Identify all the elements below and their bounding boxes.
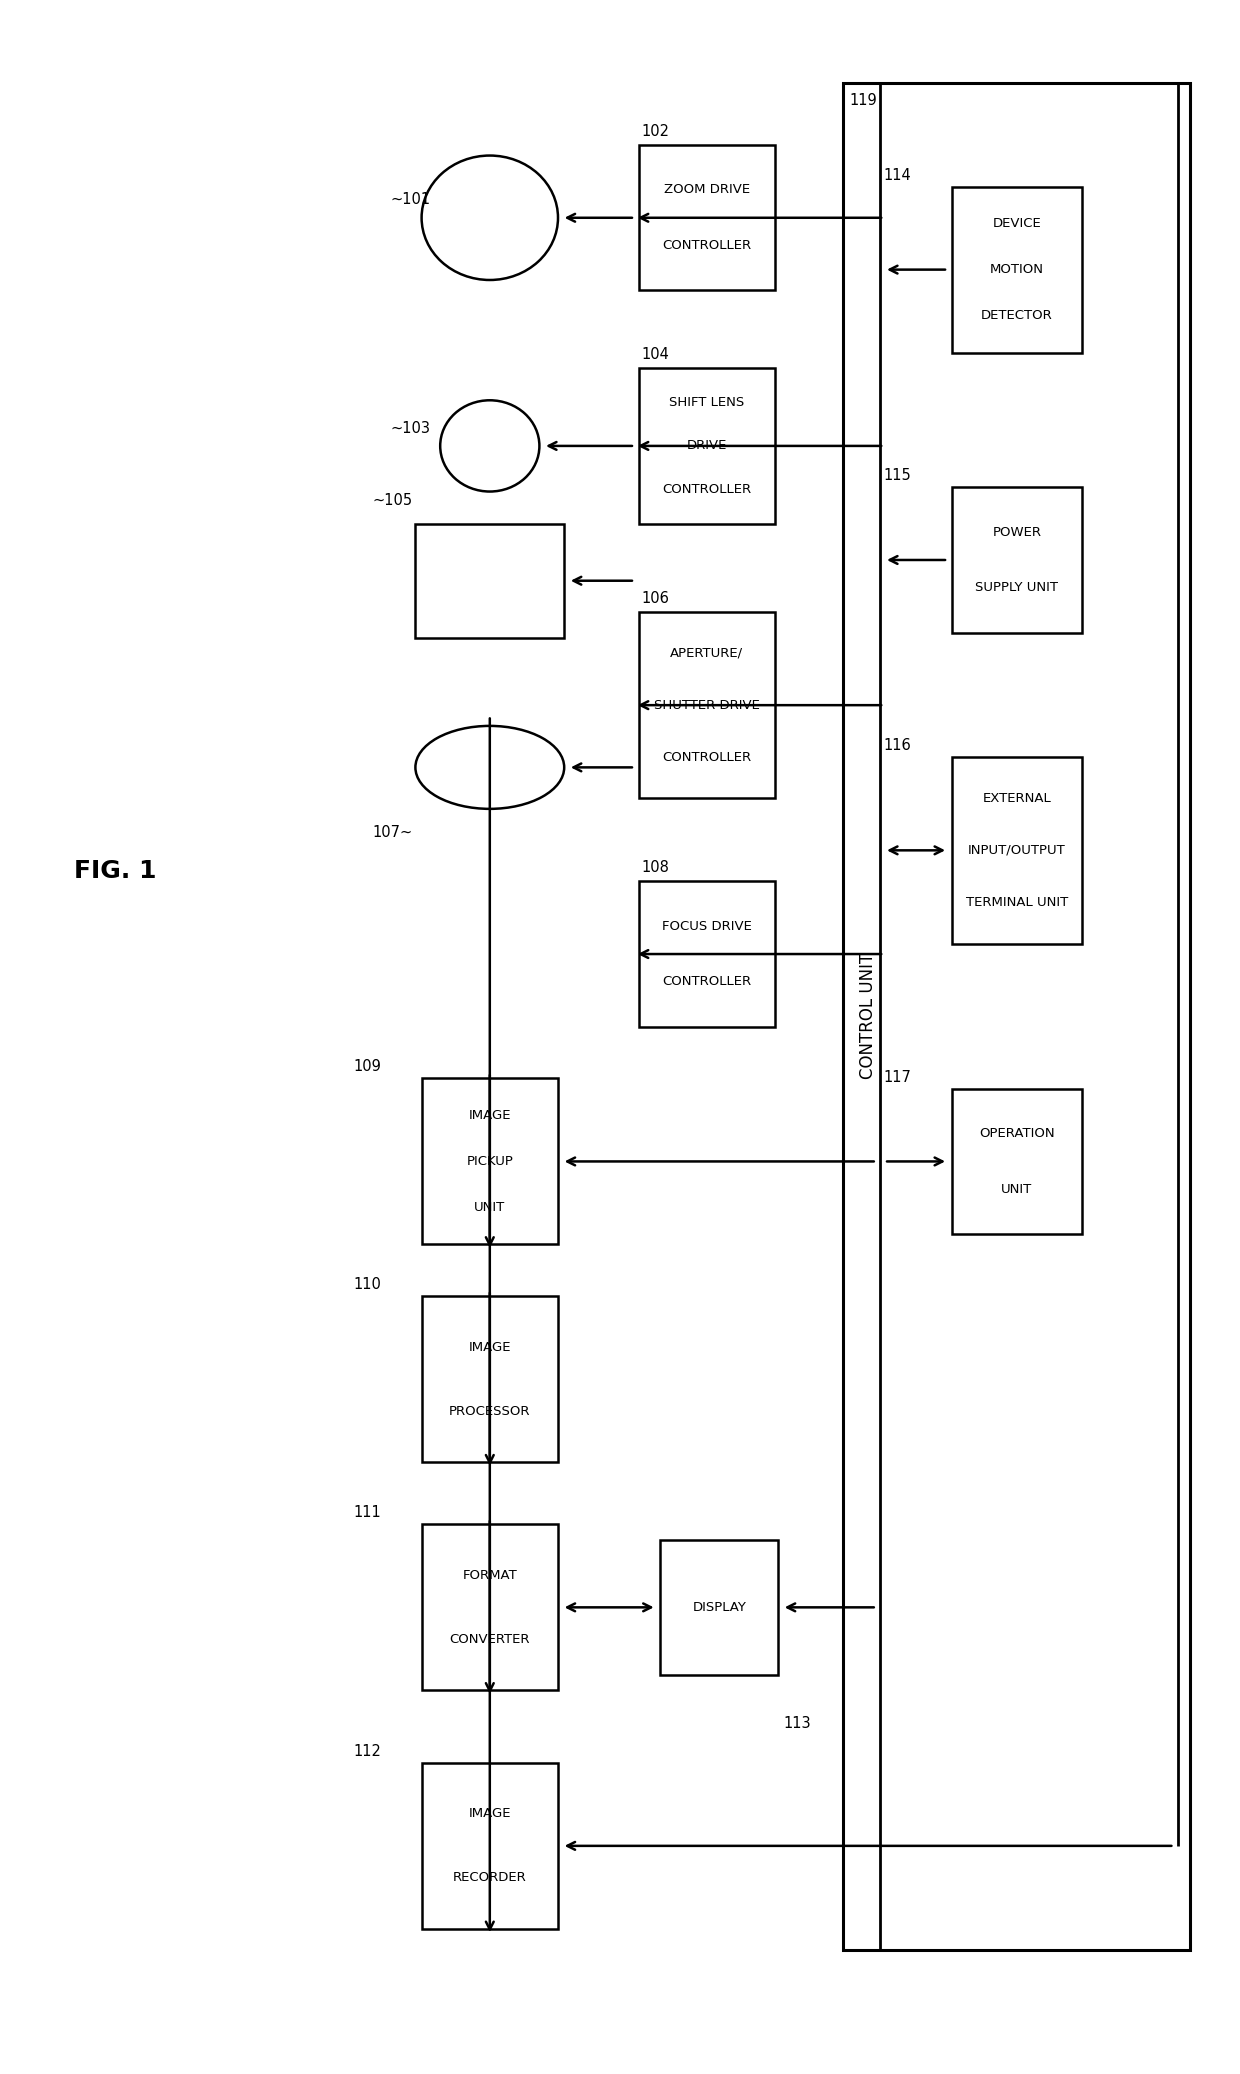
Text: POWER: POWER [992, 525, 1042, 539]
Bar [422, 1296, 558, 1462]
Text: CONTROL UNIT: CONTROL UNIT [859, 954, 877, 1078]
Text: 112: 112 [353, 1744, 381, 1759]
Bar [639, 612, 775, 798]
Ellipse shape [415, 726, 564, 809]
Bar [422, 1524, 558, 1690]
Text: MOTION: MOTION [990, 263, 1044, 276]
Text: SHUTTER DRIVE: SHUTTER DRIVE [653, 699, 760, 711]
Text: 116: 116 [883, 738, 911, 753]
Text: DRIVE: DRIVE [687, 440, 727, 452]
Text: ZOOM DRIVE: ZOOM DRIVE [663, 183, 750, 197]
Text: 115: 115 [883, 469, 911, 483]
Bar [952, 757, 1081, 944]
Text: 117: 117 [883, 1070, 911, 1085]
Bar [639, 369, 775, 523]
Text: 114: 114 [883, 168, 911, 183]
Bar [952, 187, 1081, 353]
Text: CONVERTER: CONVERTER [450, 1632, 529, 1647]
Text: IMAGE: IMAGE [469, 1340, 511, 1354]
Text: PICKUP: PICKUP [466, 1155, 513, 1168]
Text: 104: 104 [641, 346, 668, 361]
Text: CONTROLLER: CONTROLLER [662, 751, 751, 763]
Text: CONTROLLER: CONTROLLER [662, 239, 751, 253]
Text: DETECTOR: DETECTOR [981, 309, 1053, 321]
Text: EXTERNAL: EXTERNAL [982, 792, 1052, 805]
Text: 119: 119 [849, 93, 877, 108]
Ellipse shape [440, 400, 539, 492]
Text: CONTROLLER: CONTROLLER [662, 483, 751, 496]
Text: DEVICE: DEVICE [992, 218, 1042, 230]
Text: 111: 111 [353, 1506, 381, 1520]
Bar [422, 1078, 558, 1244]
Text: SHIFT LENS: SHIFT LENS [670, 396, 744, 409]
Text: UNIT: UNIT [474, 1201, 506, 1213]
Text: 113: 113 [784, 1717, 811, 1732]
Text: RECORDER: RECORDER [453, 1871, 527, 1885]
Bar [952, 1089, 1081, 1234]
Bar [843, 83, 1190, 1950]
Text: ~105: ~105 [372, 494, 412, 508]
Text: IMAGE: IMAGE [469, 1806, 511, 1821]
Text: 110: 110 [353, 1278, 381, 1292]
Bar [660, 1539, 779, 1676]
Text: 108: 108 [641, 861, 668, 875]
Text: 106: 106 [641, 591, 668, 606]
Text: 109: 109 [353, 1060, 381, 1074]
Text: APERTURE/: APERTURE/ [671, 647, 743, 660]
Text: IMAGE: IMAGE [469, 1110, 511, 1122]
Text: OPERATION: OPERATION [980, 1126, 1054, 1141]
Text: SUPPLY UNIT: SUPPLY UNIT [976, 581, 1058, 595]
Bar [639, 145, 775, 290]
Ellipse shape [422, 156, 558, 280]
Text: CONTROLLER: CONTROLLER [662, 975, 751, 989]
Text: PROCESSOR: PROCESSOR [449, 1404, 531, 1419]
Bar [639, 881, 775, 1027]
Text: INPUT/OUTPUT: INPUT/OUTPUT [968, 844, 1065, 857]
Bar [952, 487, 1081, 633]
Bar [415, 523, 564, 637]
Text: 102: 102 [641, 124, 670, 139]
Text: FIG. 1: FIG. 1 [74, 859, 157, 884]
Text: FORMAT: FORMAT [463, 1568, 517, 1582]
Text: ~101: ~101 [391, 193, 430, 207]
Text: UNIT: UNIT [1001, 1182, 1033, 1197]
Bar [422, 1763, 558, 1929]
Text: DISPLAY: DISPLAY [692, 1601, 746, 1614]
Text: TERMINAL UNIT: TERMINAL UNIT [966, 896, 1068, 908]
Text: 107~: 107~ [372, 825, 412, 840]
Text: FOCUS DRIVE: FOCUS DRIVE [662, 919, 751, 933]
Text: ~103: ~103 [391, 421, 430, 436]
